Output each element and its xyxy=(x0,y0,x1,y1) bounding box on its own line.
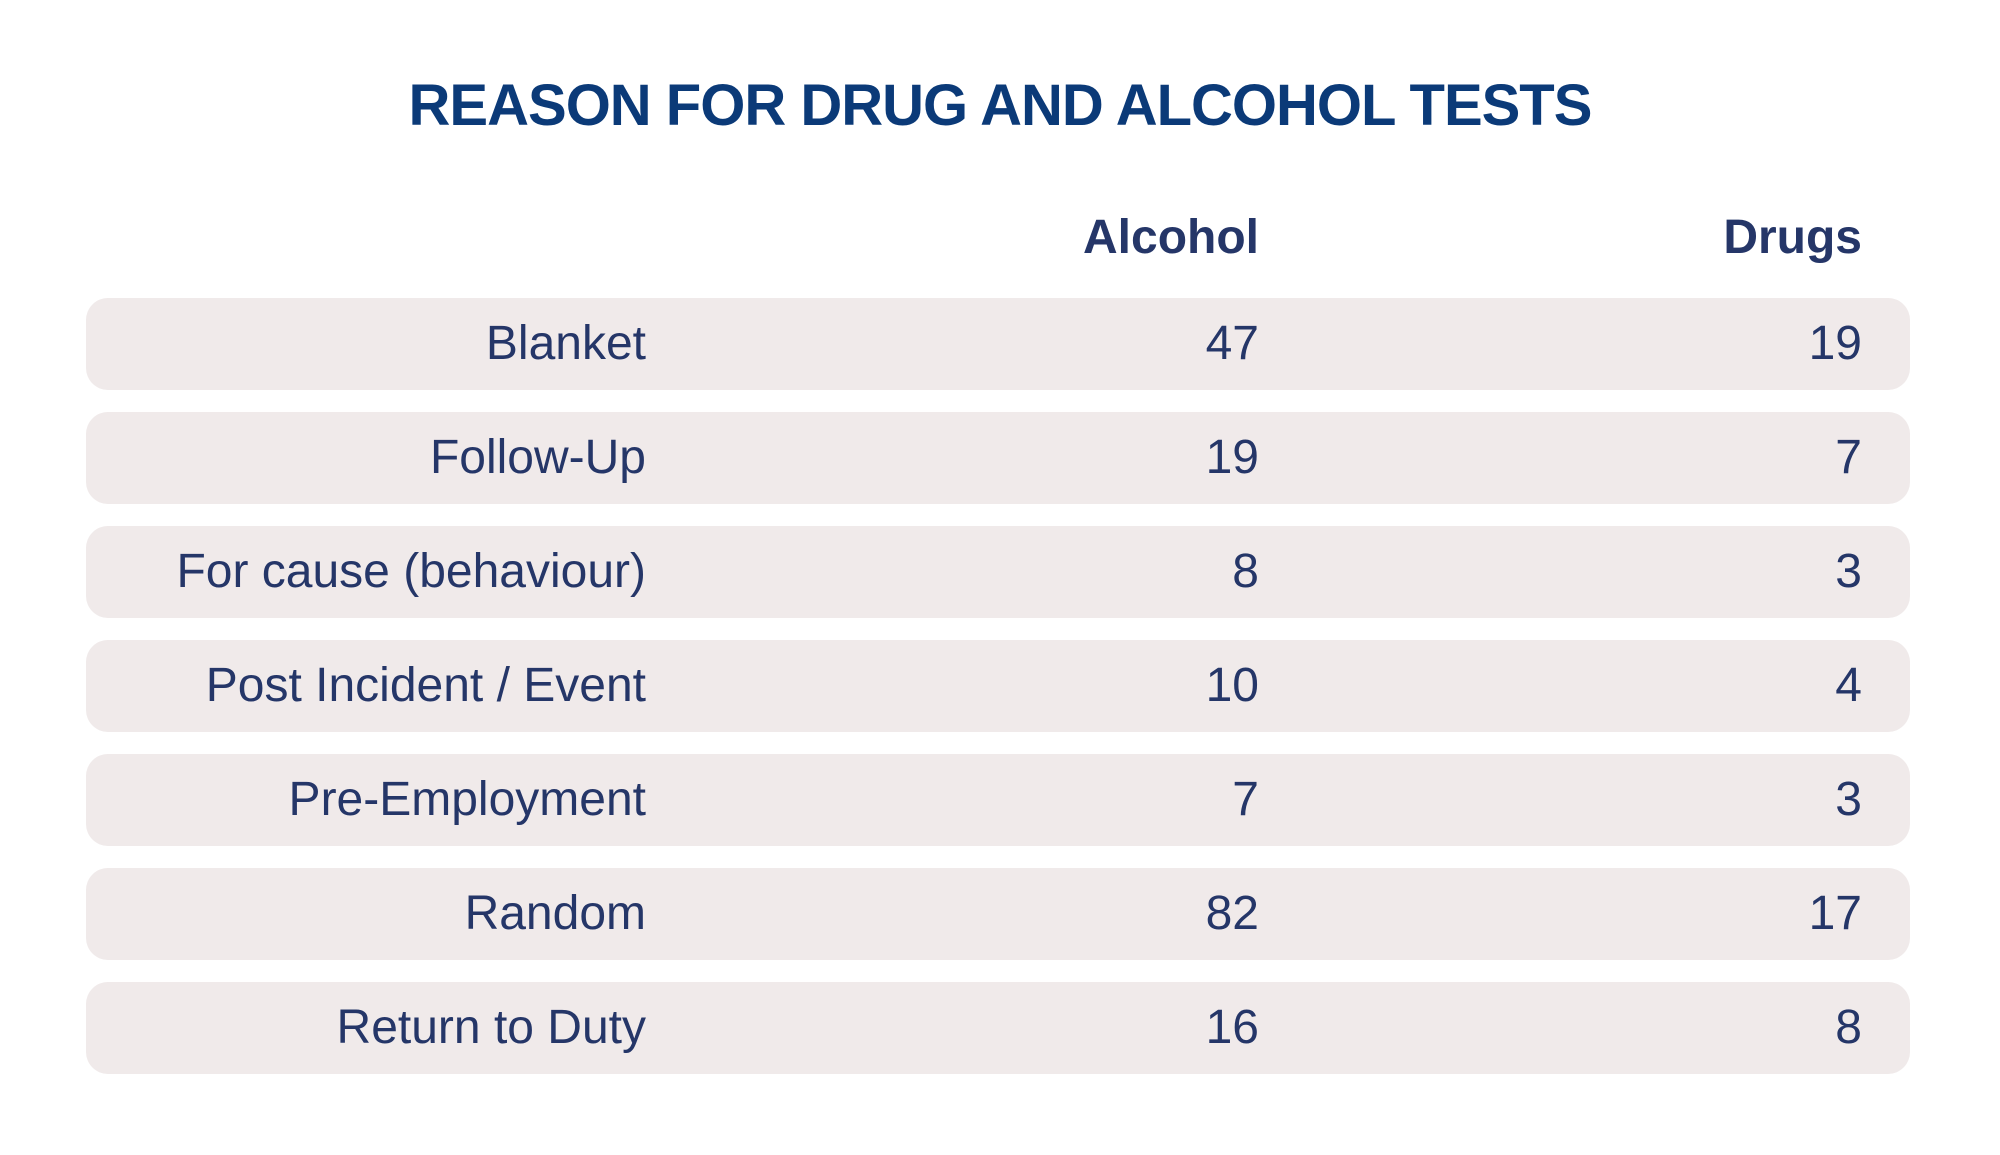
alcohol-value: 82 xyxy=(1205,887,1259,940)
alcohol-value: 19 xyxy=(1205,431,1259,484)
chart-title: REASON FOR DRUG AND ALCOHOL TESTS xyxy=(408,73,1593,138)
table-row: Pre-Employment 7 3 xyxy=(86,754,1910,846)
alcohol-value: 7 xyxy=(1232,773,1259,826)
drugs-value: 3 xyxy=(1835,545,1862,598)
row-label: Post Incident / Event xyxy=(205,659,646,712)
drugs-value: 4 xyxy=(1835,659,1862,712)
table-row: For cause (behaviour) 8 3 xyxy=(86,526,1910,618)
alcohol-value: 47 xyxy=(1205,317,1259,370)
alcohol-value: 8 xyxy=(1232,545,1259,598)
drugs-value: 7 xyxy=(1835,431,1862,484)
table-row: Follow-Up 19 7 xyxy=(86,412,1910,504)
row-label: Follow-Up xyxy=(429,431,646,484)
table-row: Blanket 47 19 xyxy=(86,298,1910,390)
drugs-value: 17 xyxy=(1808,887,1862,940)
table-body: Blanket 47 19 Follow-Up 19 7 For cause (… xyxy=(86,298,1910,1096)
table-row: Return to Duty 16 8 xyxy=(86,982,1910,1074)
table-row: Random 82 17 xyxy=(86,868,1910,960)
row-label: Blanket xyxy=(485,317,646,370)
row-label: Return to Duty xyxy=(336,1001,646,1054)
row-label: For cause (behaviour) xyxy=(176,545,646,598)
column-header-drugs: Drugs xyxy=(1723,211,1862,264)
drugs-value: 8 xyxy=(1835,1001,1862,1054)
drugs-value: 3 xyxy=(1835,773,1862,826)
row-label: Pre-Employment xyxy=(288,773,646,826)
drugs-value: 19 xyxy=(1808,317,1862,370)
row-label: Random xyxy=(464,887,646,940)
alcohol-value: 10 xyxy=(1205,659,1259,712)
alcohol-value: 16 xyxy=(1205,1001,1259,1054)
table-row: Post Incident / Event 10 4 xyxy=(86,640,1910,732)
column-header-alcohol: Alcohol xyxy=(1083,211,1259,264)
